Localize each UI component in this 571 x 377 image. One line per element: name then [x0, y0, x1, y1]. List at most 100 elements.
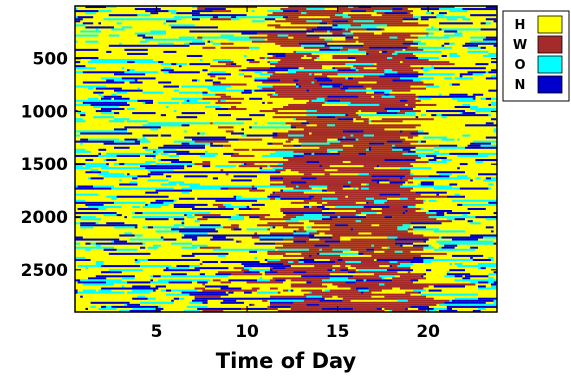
heatmap-cell	[384, 201, 424, 204]
heatmap-cell	[452, 299, 494, 302]
heatmap-cell	[358, 289, 369, 292]
heatmap-cell	[275, 26, 317, 29]
heatmap-cell	[449, 10, 468, 13]
heatmap-cell	[199, 224, 221, 227]
heatmap-cell	[298, 42, 328, 45]
heatmap-cell	[381, 14, 413, 17]
heatmap-cell	[246, 67, 270, 70]
heatmap-cell	[140, 246, 146, 249]
heatmap-cell	[179, 91, 203, 94]
heatmap-cell	[387, 199, 424, 202]
heatmap-cell	[348, 14, 372, 17]
heatmap-cell	[220, 169, 224, 172]
heatmap-cell	[480, 144, 497, 147]
heatmap-cell	[306, 101, 325, 104]
heatmap-cell	[400, 275, 421, 278]
heatmap-cell	[353, 134, 364, 137]
heatmap-cell	[332, 24, 338, 27]
heatmap-cell	[77, 16, 94, 19]
heatmap-cell	[361, 24, 387, 27]
heatmap-cell	[223, 144, 231, 147]
heatmap-cell	[340, 140, 387, 143]
heatmap-cell	[350, 161, 429, 164]
legend-label-h: H	[515, 18, 526, 33]
heatmap-cell	[150, 279, 153, 282]
heatmap-cell	[108, 44, 190, 47]
heatmap-cell	[493, 130, 497, 133]
heatmap-cell	[233, 148, 250, 151]
heatmap-cell	[324, 173, 330, 176]
heatmap-cell	[478, 287, 497, 290]
heatmap-cell	[389, 246, 424, 249]
heatmap-cell	[410, 279, 419, 282]
heatmap-cell	[327, 189, 411, 192]
heatmap-cell	[280, 258, 299, 261]
heatmap-cell	[402, 152, 450, 155]
heatmap-cell	[85, 159, 94, 162]
heatmap-cell	[296, 83, 299, 86]
heatmap-cell	[407, 197, 416, 200]
heatmap-cell	[142, 124, 182, 127]
heatmap-cell	[446, 273, 471, 276]
heatmap-cell	[423, 69, 429, 72]
heatmap-cell	[186, 99, 190, 102]
heatmap-cell	[231, 105, 237, 108]
heatmap-cell	[171, 289, 198, 292]
heatmap-cell	[327, 148, 343, 151]
heatmap-cell	[319, 299, 343, 302]
heatmap-cell	[290, 126, 296, 129]
heatmap-cell	[275, 191, 304, 194]
heatmap-cell	[340, 240, 424, 243]
heatmap-cell	[485, 218, 497, 221]
heatmap-cell	[329, 216, 338, 219]
heatmap-cell	[267, 38, 325, 41]
heatmap-cell	[277, 309, 385, 312]
heatmap-cell	[98, 307, 117, 310]
heatmap-cell	[293, 236, 309, 239]
heatmap-cell	[366, 279, 393, 282]
heatmap-cell	[337, 295, 372, 298]
heatmap-cell	[454, 77, 473, 80]
heatmap-cell	[394, 50, 442, 53]
heatmap-cell	[137, 175, 151, 178]
heatmap-cell	[179, 230, 218, 233]
heatmap-cell	[306, 295, 322, 298]
heatmap-cell	[90, 169, 99, 172]
heatmap-cell	[462, 18, 471, 21]
heatmap-cell	[462, 8, 497, 11]
heatmap-cell	[275, 242, 395, 245]
heatmap-cell	[75, 57, 99, 60]
heatmap-cell	[259, 218, 291, 221]
heatmap-cell	[218, 16, 231, 19]
heatmap-cell	[379, 224, 403, 227]
heatmap-cell	[298, 138, 328, 141]
heatmap-cell	[176, 152, 205, 155]
heatmap-cell	[420, 275, 424, 278]
heatmap-cell	[88, 61, 127, 64]
heatmap-cell	[220, 261, 260, 264]
heatmap-cell	[75, 16, 78, 19]
heatmap-cell	[270, 152, 304, 155]
heatmap-cell	[275, 279, 286, 282]
heatmap-cell	[397, 236, 439, 239]
heatmap-cell	[277, 61, 400, 64]
heatmap-cell	[257, 224, 289, 227]
heatmap-cell	[384, 108, 413, 111]
y-tick-label: 1500	[21, 155, 68, 175]
heatmap-cell	[355, 220, 361, 223]
heatmap-cell	[413, 228, 439, 231]
heatmap-cell	[480, 46, 486, 49]
heatmap-cell	[361, 212, 377, 215]
heatmap-cell	[428, 159, 437, 162]
heatmap-cell	[251, 187, 257, 190]
heatmap-cell	[75, 71, 83, 74]
heatmap-cell	[410, 305, 429, 308]
heatmap-cell	[480, 97, 486, 100]
heatmap-cell	[158, 81, 172, 84]
heatmap-cell	[202, 309, 224, 312]
heatmap-cell	[246, 281, 283, 284]
heatmap-cell	[197, 6, 257, 9]
heatmap-cell	[173, 16, 213, 19]
heatmap-cell	[449, 152, 478, 155]
heatmap-cell	[181, 142, 190, 145]
